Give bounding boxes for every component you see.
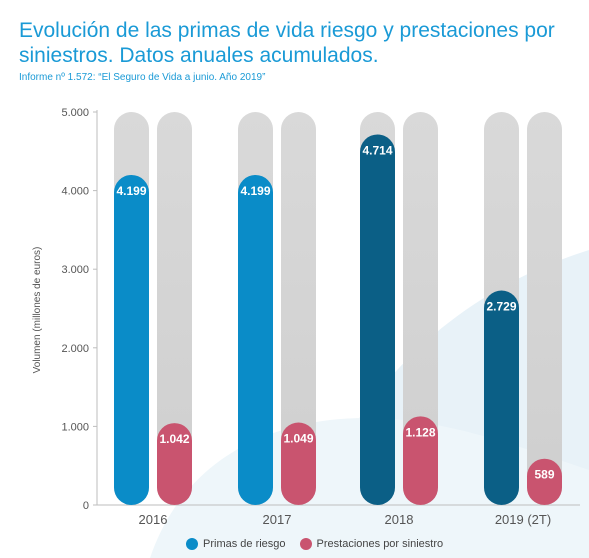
bar-primas [114, 174, 149, 505]
x-tick-label: 2016 [139, 512, 168, 527]
y-tick-label: 4.000 [61, 186, 89, 198]
bar-primas [360, 134, 395, 505]
legend-label-prestaciones: Prestaciones por siniestro [316, 538, 444, 550]
bar-track [527, 112, 562, 505]
x-tick-label: 2019 (2T) [495, 512, 551, 527]
bar-track [157, 112, 192, 505]
chart-title: Evolución de las primas de vida riesgo y… [19, 19, 555, 67]
category-labels: 2016 2017 2018 2019 (2T) [139, 512, 552, 527]
y-axis: 0 1.000 2.000 3.000 4.000 5.000 [61, 107, 580, 512]
bar-primas [484, 290, 519, 505]
data-label-primas: 4.199 [240, 184, 270, 198]
bar-primas [238, 174, 273, 505]
legend: Primas de riesgo Prestaciones por sinies… [186, 538, 457, 550]
y-tick-label: 2.000 [61, 343, 89, 355]
data-label-prestaciones: 1.049 [283, 432, 313, 446]
bar-track [403, 112, 438, 505]
bar-prestaciones [527, 458, 562, 505]
data-label-primas: 2.729 [486, 300, 516, 314]
data-label-primas: 4.199 [116, 184, 146, 198]
legend-swatch-prestaciones [299, 538, 312, 550]
data-label-prestaciones: 1.042 [159, 432, 189, 446]
bar-prestaciones [157, 423, 192, 505]
x-tick-label: 2017 [263, 512, 292, 527]
y-axis-label: Volumen (millones de euros) [32, 247, 43, 374]
chart-subtitle: Informe nº 1.572: “El Seguro de Vida a j… [19, 72, 266, 83]
data-label-primas: 4.714 [362, 143, 392, 157]
data-label-prestaciones: 1.128 [405, 425, 435, 439]
y-tick-label: 3.000 [61, 264, 89, 276]
bar-prestaciones [281, 422, 316, 505]
legend-swatch-primas [186, 538, 198, 550]
legend-label-primas: Primas de riesgo [203, 538, 286, 550]
data-label-prestaciones: 589 [534, 468, 554, 482]
bar-track [281, 112, 316, 505]
legend-item-primas: Primas de riesgo [186, 538, 286, 550]
bar-prestaciones [403, 416, 438, 505]
y-tick-label: 0 [83, 500, 89, 512]
bars-group: 4.199 1.042 4.199 1.049 4.714 1.128 2.729 589 [114, 112, 562, 505]
legend-item-prestaciones: Prestaciones por siniestro [299, 538, 444, 550]
x-tick-label: 2018 [385, 512, 414, 527]
y-tick-label: 5.000 [61, 107, 89, 119]
y-tick-label: 1.000 [61, 421, 89, 433]
